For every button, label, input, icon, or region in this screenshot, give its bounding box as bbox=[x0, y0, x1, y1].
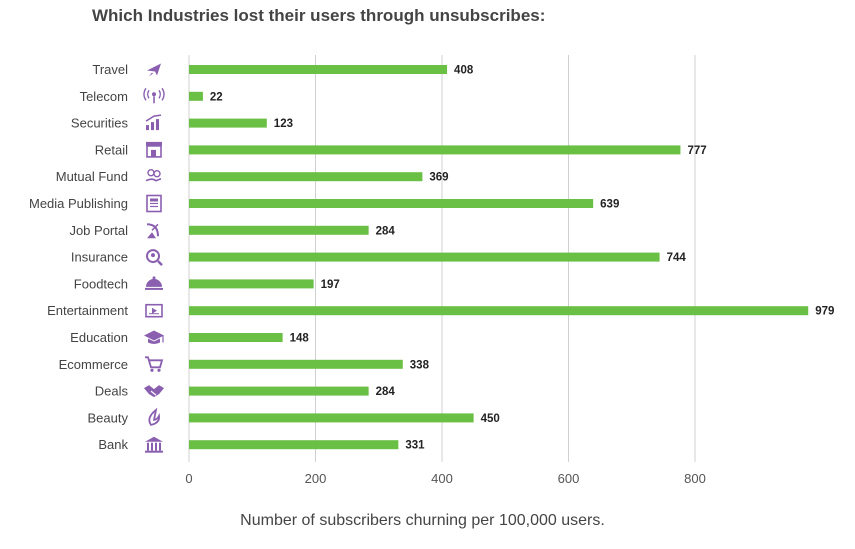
shopping-cart-icon bbox=[145, 356, 164, 372]
data-label: 408 bbox=[454, 65, 474, 77]
bar-ecommerce bbox=[189, 359, 403, 369]
airplane-icon bbox=[147, 63, 161, 77]
data-label: 338 bbox=[410, 359, 430, 371]
bar-beauty bbox=[189, 413, 474, 423]
data-label: 123 bbox=[274, 118, 293, 130]
x-tick-label: 800 bbox=[684, 471, 706, 486]
graduation-cap-icon bbox=[144, 330, 164, 344]
growth-chart-icon bbox=[145, 114, 162, 131]
category-label: Ecommerce bbox=[59, 357, 128, 372]
data-label: 777 bbox=[687, 145, 706, 157]
bar-bank bbox=[189, 440, 399, 450]
storefront-icon bbox=[146, 141, 162, 158]
bar-telecom bbox=[189, 91, 203, 101]
category-label: Beauty bbox=[88, 410, 129, 425]
data-label: 148 bbox=[290, 333, 310, 345]
handshake-icon bbox=[144, 385, 164, 398]
x-tick-label: 0 bbox=[185, 471, 192, 486]
bar-media-publishing bbox=[189, 199, 594, 208]
data-label: 331 bbox=[405, 440, 425, 452]
magnifier-icon bbox=[146, 249, 163, 266]
media-player-icon bbox=[145, 303, 163, 318]
bar-insurance bbox=[189, 252, 660, 262]
category-label: Travel bbox=[92, 62, 128, 77]
bar-deals bbox=[189, 386, 369, 396]
x-tick-label: 600 bbox=[558, 471, 580, 486]
data-label: 979 bbox=[815, 306, 834, 318]
bar-job-portal bbox=[189, 225, 369, 235]
bar-education bbox=[189, 333, 283, 342]
category-label: Foodtech bbox=[74, 276, 128, 291]
category-label: Insurance bbox=[71, 250, 128, 265]
category-label: Deals bbox=[95, 384, 129, 399]
category-label: Telecom bbox=[80, 89, 128, 104]
category-label: Job Portal bbox=[69, 223, 128, 238]
flame-leaf-icon bbox=[148, 407, 160, 426]
data-label: 744 bbox=[667, 252, 687, 264]
category-label: Entertainment bbox=[47, 303, 128, 318]
bar-travel bbox=[189, 65, 448, 74]
data-label: 639 bbox=[600, 199, 619, 211]
data-label: 284 bbox=[376, 386, 396, 398]
data-label: 369 bbox=[429, 172, 448, 184]
data-label: 22 bbox=[210, 91, 223, 103]
category-label: Retail bbox=[95, 142, 128, 157]
antenna-icon bbox=[143, 87, 165, 104]
category-label: Securities bbox=[71, 116, 129, 131]
x-tick-label: 400 bbox=[431, 471, 453, 486]
data-label: 450 bbox=[481, 413, 500, 425]
x-axis-label: Number of subscribers churning per 100,0… bbox=[240, 512, 605, 529]
bar-retail bbox=[189, 145, 681, 155]
bank-building-icon bbox=[145, 436, 163, 453]
data-label: 197 bbox=[321, 279, 340, 291]
data-label: 284 bbox=[376, 225, 396, 237]
satellite-dish-icon bbox=[146, 223, 159, 239]
money-hand-icon bbox=[145, 168, 162, 182]
category-label: Bank bbox=[98, 437, 128, 452]
category-label: Media Publishing bbox=[29, 196, 128, 211]
newspaper-icon bbox=[146, 194, 162, 213]
chart-title: Which Industries lost their users throug… bbox=[92, 6, 546, 25]
food-cloche-icon bbox=[145, 276, 163, 290]
category-label: Mutual Fund bbox=[56, 169, 128, 184]
x-tick-label: 200 bbox=[305, 471, 327, 486]
bar-entertainment bbox=[189, 306, 809, 316]
bar-foodtech bbox=[189, 279, 314, 289]
bar-securities bbox=[189, 118, 267, 128]
bar-mutual-fund bbox=[189, 172, 423, 182]
category-label: Education bbox=[70, 330, 128, 345]
